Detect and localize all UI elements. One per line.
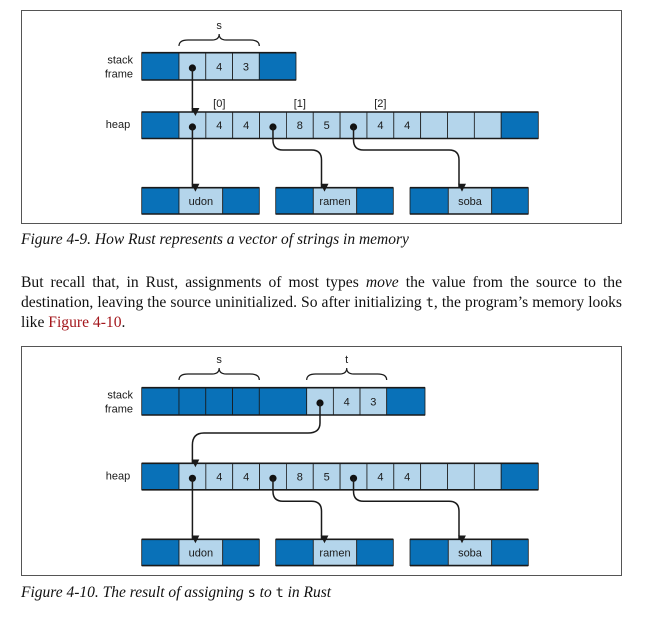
stack-cell-value: 3 [370, 396, 376, 408]
pointer-arrow [352, 478, 466, 544]
string-value: soba [458, 196, 483, 208]
string-buffer-unused [275, 187, 314, 215]
stack-cell [205, 52, 233, 81]
string-value: ramen [319, 196, 350, 208]
pointer-arrow [352, 127, 466, 192]
string-buffer-unused [409, 538, 449, 566]
caption-text: Figure 4-10. The result of assigning [21, 584, 248, 601]
stack-cell-value: 4 [216, 61, 222, 73]
body-paragraph: But recall that, in Rust, assignments of… [21, 273, 622, 333]
stack-frame-label: stack [107, 390, 133, 402]
heap-unused [141, 111, 180, 139]
heap-cell [447, 462, 475, 491]
string-buffer-unused [356, 538, 394, 566]
figure-4-9-frame [21, 10, 622, 224]
pointer-arrow [191, 403, 321, 468]
string-value: udon [189, 196, 213, 208]
string-buffer-unused [356, 187, 394, 215]
paragraph-text: , the program’s memory looks like [21, 293, 622, 332]
heap-cell-value: 4 [216, 120, 222, 132]
brace [306, 367, 388, 381]
stack-cell-value: 3 [243, 61, 249, 73]
stack-cell-moved [205, 387, 233, 416]
heap-cell-value: 4 [404, 120, 410, 132]
heap-cell-value: 4 [243, 471, 249, 483]
index-label: [1] [294, 98, 306, 110]
inline-code-t: t [425, 294, 434, 311]
heap-cell-value: 8 [297, 120, 303, 132]
heap-cell-value: 4 [243, 120, 249, 132]
string-buffer-unused [409, 187, 449, 215]
heap-cell [393, 462, 422, 491]
stack-unused [141, 387, 180, 416]
inline-code-s: s [247, 585, 256, 601]
string-buffer-unused [491, 538, 529, 566]
stack-frame-label: frame [105, 69, 133, 81]
stack-unused [258, 52, 297, 81]
string-buffer-unused [141, 538, 180, 566]
figure-4-9-caption: Figure 4-9. How Rust represents a vector… [21, 231, 409, 248]
heap-label: heap [106, 119, 130, 131]
string-buffer-unused [222, 187, 260, 215]
heap-cell [366, 111, 395, 139]
heap-unused [500, 111, 539, 139]
figure-4-10-link[interactable]: Figure 4-10 [48, 314, 122, 332]
paragraph-text: the value from the source to the destina… [21, 274, 622, 311]
index-label: [0] [213, 98, 225, 110]
string-value: soba [458, 547, 483, 559]
heap-cell-value: 4 [404, 471, 410, 483]
paragraph-text: But recall that, in Rust, assignments of… [21, 274, 366, 291]
string-buffer-unused [141, 187, 180, 215]
variable-label: s [216, 20, 222, 32]
inline-code-t: t [275, 585, 284, 601]
stack-unused [386, 387, 426, 416]
string-buffer-unused [222, 538, 260, 566]
string-buffer-unused [491, 187, 529, 215]
heap-cell-value: 8 [297, 471, 303, 483]
pointer-arrow [272, 478, 329, 544]
string-buffer-unused [275, 538, 314, 566]
heap-cell [473, 111, 502, 139]
heap-cell-value: 4 [377, 120, 383, 132]
paragraph-text: . [121, 314, 126, 332]
brace [178, 33, 260, 47]
heap-label: heap [106, 470, 130, 482]
stack-cell-moved [232, 387, 260, 416]
caption-text: to [255, 584, 276, 601]
variable-label: s [216, 354, 222, 366]
heap-cell-value: 4 [216, 471, 222, 483]
heap-unused [500, 462, 539, 491]
string-buffer-text [312, 538, 358, 566]
heap-cell [447, 111, 475, 139]
heap-cell-value: 5 [324, 471, 330, 483]
stack-frame-label: stack [107, 55, 133, 67]
stack-cell-value: 4 [344, 396, 350, 408]
heap-unused [141, 462, 180, 491]
caption-text: in Rust [283, 584, 332, 601]
string-value: ramen [319, 547, 350, 559]
heap-cell [473, 462, 502, 491]
heap-cell [393, 111, 422, 139]
brace [178, 367, 260, 381]
heap-cell-value: 4 [377, 471, 383, 483]
variable-label: t [345, 354, 348, 366]
heap-cell [420, 111, 448, 139]
index-label: [2] [374, 98, 386, 110]
emphasis-move: move [365, 274, 399, 291]
stack-cell [332, 387, 361, 416]
pointer-arrow [272, 127, 329, 192]
stack-cell-moved [178, 387, 207, 416]
string-value: udon [189, 547, 213, 559]
stack-frame-label: frame [105, 404, 133, 416]
stack-unused [258, 387, 308, 416]
figure-4-10-caption: Figure 4-10. The result of assigning s t… [21, 584, 331, 602]
figure-4-10-frame [21, 346, 622, 576]
heap-cell-value: 5 [324, 120, 330, 132]
heap-cell [312, 111, 341, 139]
stack-unused [141, 52, 180, 81]
heap-cell [420, 462, 448, 491]
